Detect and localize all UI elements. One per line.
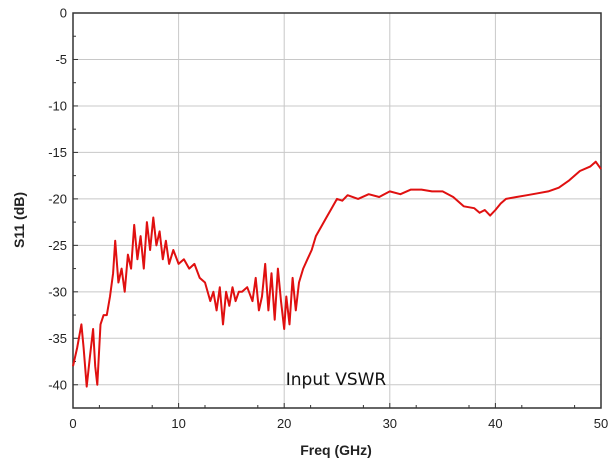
y-tick-label: 0 (60, 6, 67, 21)
x-tick-label: 30 (383, 416, 397, 431)
y-tick-label: -5 (55, 52, 67, 67)
y-tick-label: -40 (48, 377, 67, 392)
y-tick-label: -30 (48, 284, 67, 299)
y-tick-label: -15 (48, 145, 67, 160)
plot-area-frame (72, 12, 602, 409)
y-tick-label: -25 (48, 238, 67, 253)
axis-ticks: 0 10 20 30 40 50 0 -5 -10 -15 -20 -25 -30 -35 -40 (48, 6, 608, 432)
series-layer (72, 160, 602, 388)
x-tick-label: 50 (594, 416, 608, 431)
y-tick-label: -35 (48, 331, 67, 346)
y-tick-label: -10 (48, 98, 67, 113)
y-tick-label: -20 (48, 191, 67, 206)
y-axis-title: S11 (dB) (11, 192, 27, 248)
x-tick-label: 10 (171, 416, 185, 431)
grid-lines (73, 13, 601, 408)
x-axis-title: Freq (GHz) (300, 442, 372, 458)
annotation-label: Input VSWR (286, 370, 387, 390)
x-tick-label: 20 (277, 416, 291, 431)
x-tick-label: 40 (488, 416, 502, 431)
x-tick-label: 0 (69, 416, 76, 431)
s11-series-line (72, 160, 602, 388)
